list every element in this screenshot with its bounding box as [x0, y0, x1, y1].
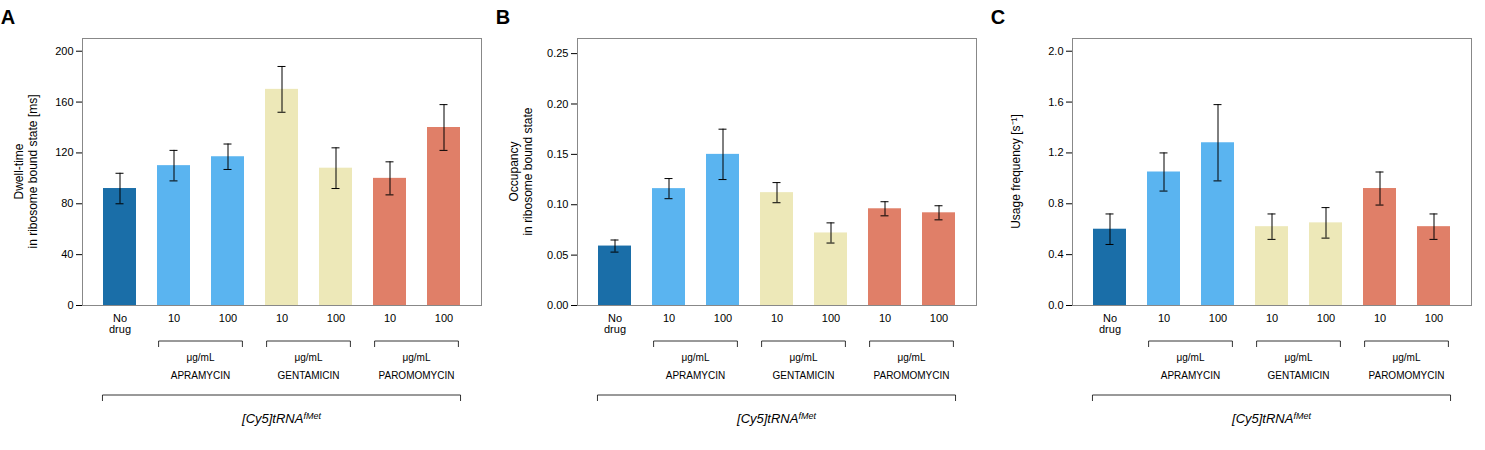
svg-text:GENTAMICIN: GENTAMICIN [277, 370, 339, 381]
svg-text:PAROMOMYCIN: PAROMOMYCIN [1369, 370, 1445, 381]
svg-text:APRAMYCIN: APRAMYCIN [666, 370, 725, 381]
svg-text:100: 100 [822, 312, 840, 324]
svg-text:120: 120 [55, 146, 73, 158]
svg-text:0.15: 0.15 [547, 148, 568, 160]
svg-text:B: B [496, 6, 510, 28]
svg-text:μg/mL: μg/mL [1177, 352, 1205, 363]
svg-text:100: 100 [435, 312, 453, 324]
svg-text:0.25: 0.25 [547, 47, 568, 59]
svg-text:10: 10 [663, 312, 675, 324]
svg-text:10: 10 [276, 312, 288, 324]
svg-text:10: 10 [771, 312, 783, 324]
svg-text:0.0: 0.0 [1048, 299, 1063, 311]
svg-text:100: 100 [1425, 312, 1443, 324]
svg-text:GENTAMICIN: GENTAMICIN [772, 370, 834, 381]
svg-text:APRAMYCIN: APRAMYCIN [171, 370, 230, 381]
svg-text:μg/mL: μg/mL [187, 352, 215, 363]
svg-text:1.6: 1.6 [1048, 96, 1063, 108]
svg-text:C: C [991, 6, 1005, 28]
svg-text:[Cy5]tRNAfMet: [Cy5]tRNAfMet [736, 411, 816, 427]
svg-text:0: 0 [67, 299, 73, 311]
svg-text:2.0: 2.0 [1048, 45, 1063, 57]
svg-text:μg/mL: μg/mL [1393, 352, 1421, 363]
svg-text:Dwell-timein ribosome bound st: Dwell-timein ribosome bound state [ms] [12, 94, 40, 248]
svg-text:100: 100 [1209, 312, 1227, 324]
svg-text:100: 100 [714, 312, 732, 324]
svg-text:A: A [1, 6, 15, 28]
svg-text:0.10: 0.10 [547, 198, 568, 210]
svg-text:Nodrug: Nodrug [1099, 312, 1121, 335]
svg-text:APRAMYCIN: APRAMYCIN [1161, 370, 1220, 381]
svg-text:10: 10 [168, 312, 180, 324]
svg-text:μg/mL: μg/mL [295, 352, 323, 363]
svg-text:Nodrug: Nodrug [109, 312, 131, 335]
svg-text:1.2: 1.2 [1048, 146, 1063, 158]
svg-text:Occupancyin ribosome bound sta: Occupancyin ribosome bound state [507, 107, 535, 235]
svg-text:100: 100 [219, 312, 237, 324]
svg-text:Usage frequency [s⁻¹]: Usage frequency [s⁻¹] [1009, 114, 1023, 229]
svg-text:100: 100 [930, 312, 948, 324]
svg-text:200: 200 [55, 45, 73, 57]
svg-text:0.8: 0.8 [1048, 197, 1063, 209]
svg-text:0.4: 0.4 [1048, 248, 1063, 260]
svg-text:PAROMOMYCIN: PAROMOMYCIN [379, 370, 455, 381]
svg-text:0.00: 0.00 [547, 299, 568, 311]
svg-text:Nodrug: Nodrug [604, 312, 626, 335]
svg-text:10: 10 [384, 312, 396, 324]
svg-text:10: 10 [1266, 312, 1278, 324]
svg-text:μg/mL: μg/mL [898, 352, 926, 363]
svg-text:μg/mL: μg/mL [1285, 352, 1313, 363]
svg-text:[Cy5]tRNAfMet: [Cy5]tRNAfMet [1231, 411, 1311, 427]
svg-text:μg/mL: μg/mL [403, 352, 431, 363]
svg-text:PAROMOMYCIN: PAROMOMYCIN [874, 370, 950, 381]
svg-text:10: 10 [1158, 312, 1170, 324]
svg-text:40: 40 [61, 248, 73, 260]
svg-text:100: 100 [1317, 312, 1335, 324]
svg-text:0.20: 0.20 [547, 98, 568, 110]
svg-text:GENTAMICIN: GENTAMICIN [1267, 370, 1329, 381]
svg-text:160: 160 [55, 96, 73, 108]
svg-text:μg/mL: μg/mL [682, 352, 710, 363]
svg-text:100: 100 [327, 312, 345, 324]
svg-text:μg/mL: μg/mL [790, 352, 818, 363]
svg-text:80: 80 [61, 197, 73, 209]
svg-text:[Cy5]tRNAfMet: [Cy5]tRNAfMet [241, 411, 321, 427]
svg-text:10: 10 [879, 312, 891, 324]
svg-text:10: 10 [1374, 312, 1386, 324]
svg-text:0.05: 0.05 [547, 249, 568, 261]
